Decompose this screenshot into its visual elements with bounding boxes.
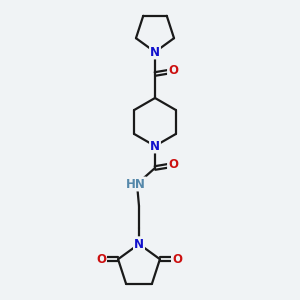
Text: O: O [168,158,178,172]
Text: O: O [168,64,178,77]
Text: N: N [150,140,160,152]
Text: HN: HN [126,178,146,190]
Text: N: N [150,46,160,59]
Text: O: O [96,253,106,266]
Text: O: O [172,253,182,266]
Text: N: N [134,238,144,250]
Text: N: N [134,238,144,250]
